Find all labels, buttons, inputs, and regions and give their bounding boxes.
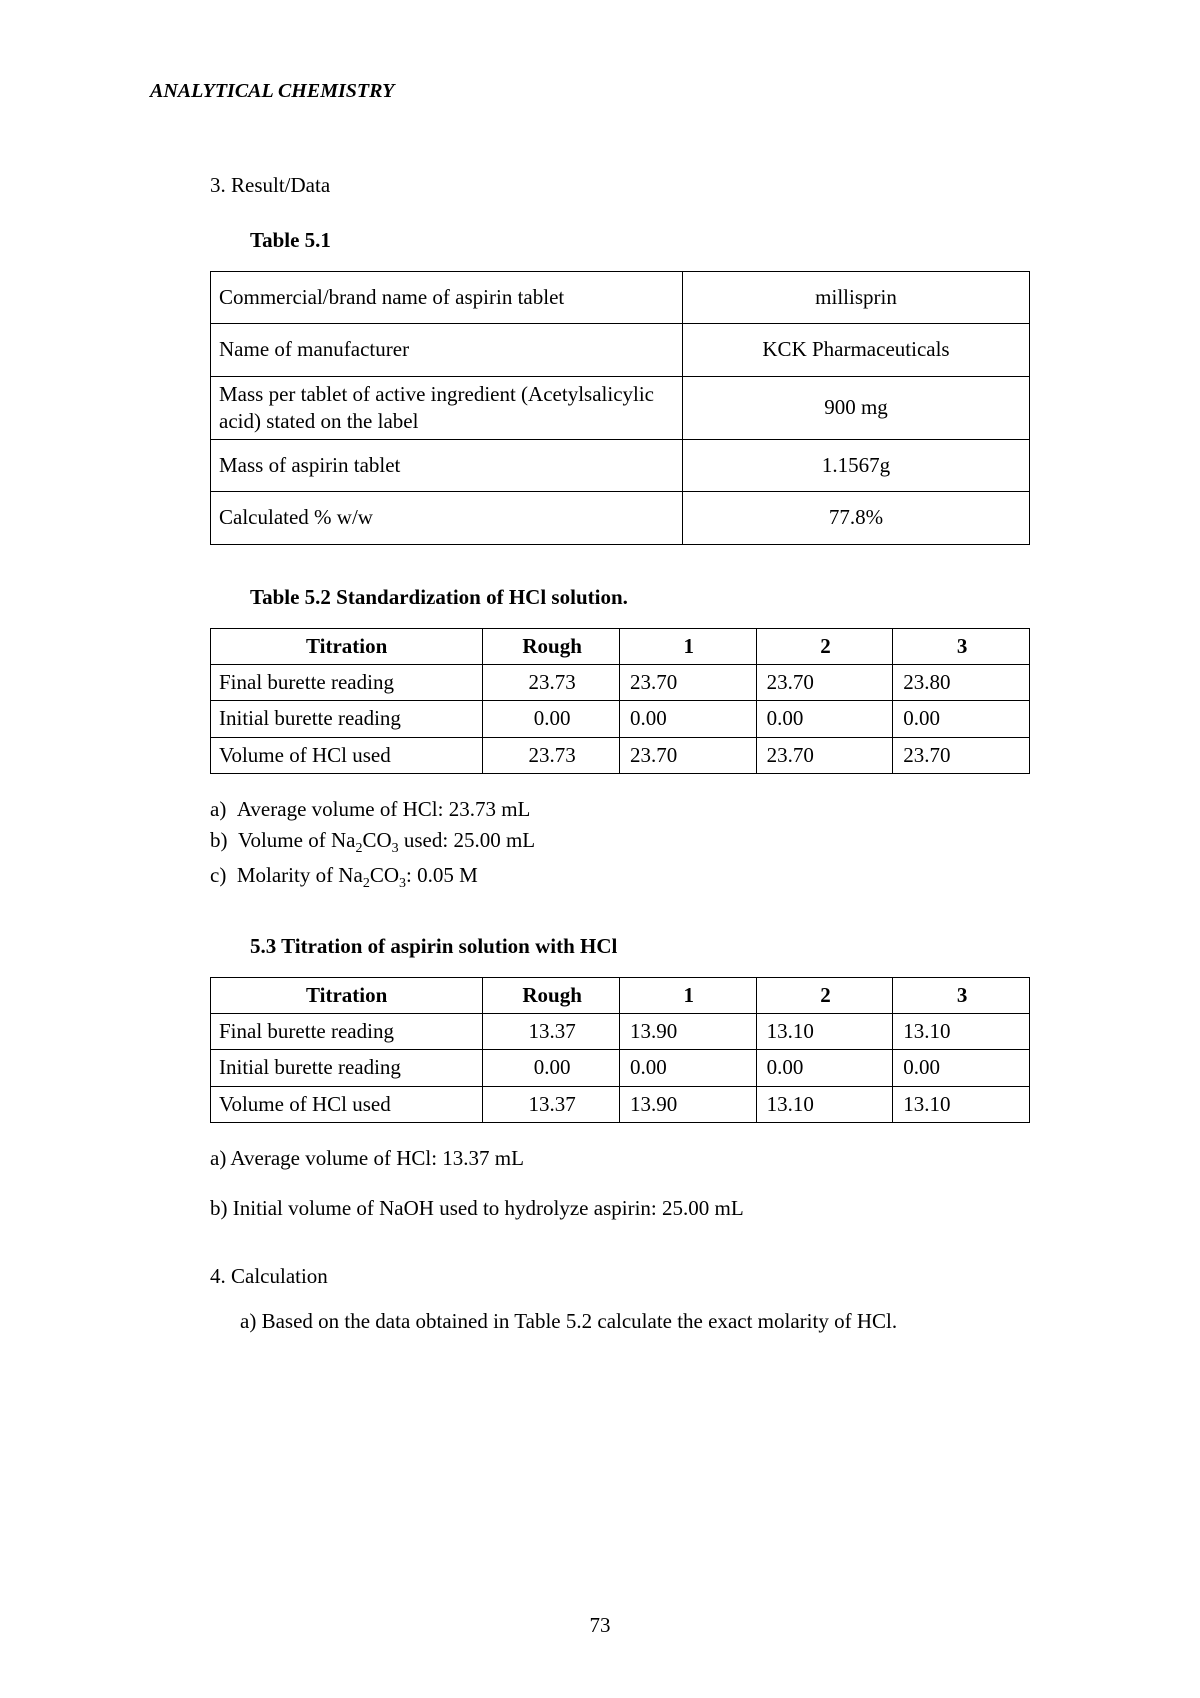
cell-value: 23.70 <box>893 737 1030 773</box>
note-a: a) Average volume of HCl: 23.73 mL <box>210 794 1050 826</box>
cell-value: 23.73 <box>483 665 620 701</box>
page-header: ANALYTICAL CHEMISTRY <box>150 80 1050 103</box>
cell-label: Mass of aspirin tablet <box>211 440 683 492</box>
table-header-row: Titration Rough 1 2 3 <box>211 628 1030 664</box>
cell-value: 0.00 <box>893 701 1030 737</box>
table-5-1-title: Table 5.1 <box>250 228 1050 253</box>
cell-value: 900 mg <box>683 376 1030 440</box>
note-text: used: 25.00 mL <box>399 828 536 852</box>
table-row: Volume of HCl used 13.37 13.90 13.10 13.… <box>211 1086 1030 1122</box>
cell-value: 0.00 <box>483 701 620 737</box>
note-text: Volume of Na <box>238 828 355 852</box>
col-header: 2 <box>756 628 893 664</box>
cell-value: 13.37 <box>483 1086 620 1122</box>
table-row: Calculated % w/w 77.8% <box>211 492 1030 544</box>
cell-value: 0.00 <box>756 701 893 737</box>
table-row: Final burette reading 23.73 23.70 23.70 … <box>211 665 1030 701</box>
col-header: Rough <box>483 977 620 1013</box>
col-header: 1 <box>619 977 756 1013</box>
page-number: 73 <box>0 1613 1200 1638</box>
cell-value: 23.73 <box>483 737 620 773</box>
section-4-title: 4. Calculation <box>210 1264 1050 1289</box>
table-row: Mass per tablet of active ingredient (Ac… <box>211 376 1030 440</box>
table-row: Initial burette reading 0.00 0.00 0.00 0… <box>211 1050 1030 1086</box>
cell-value: 0.00 <box>619 1050 756 1086</box>
cell-value: 13.90 <box>619 1014 756 1050</box>
cell-label: Volume of HCl used <box>211 1086 483 1122</box>
note-b: b) Volume of Na2CO3 used: 25.00 mL <box>210 825 1050 859</box>
col-header: Titration <box>211 628 483 664</box>
cell-value: 13.90 <box>619 1086 756 1122</box>
table-row: Initial burette reading 0.00 0.00 0.00 0… <box>211 701 1030 737</box>
cell-label: Volume of HCl used <box>211 737 483 773</box>
cell-value: 0.00 <box>893 1050 1030 1086</box>
table-5-2-notes: a) Average volume of HCl: 23.73 mL b) Vo… <box>210 794 1050 894</box>
cell-value: 23.70 <box>619 737 756 773</box>
cell-value: 23.80 <box>893 665 1030 701</box>
table-row: Name of manufacturer KCK Pharmaceuticals <box>211 324 1030 376</box>
cell-label: Initial burette reading <box>211 701 483 737</box>
col-header: Titration <box>211 977 483 1013</box>
cell-value: 13.10 <box>756 1086 893 1122</box>
section-3-title: 3. Result/Data <box>210 173 1050 198</box>
table-5-2: Titration Rough 1 2 3 Final burette read… <box>210 628 1030 774</box>
table-row: Mass of aspirin tablet 1.1567g <box>211 440 1030 492</box>
note-text: Molarity of Na <box>237 863 363 887</box>
cell-value: KCK Pharmaceuticals <box>683 324 1030 376</box>
cell-label: Name of manufacturer <box>211 324 683 376</box>
cell-value: 13.10 <box>893 1014 1030 1050</box>
cell-label: Mass per tablet of active ingredient (Ac… <box>211 376 683 440</box>
cell-value: 13.10 <box>756 1014 893 1050</box>
cell-value: 77.8% <box>683 492 1030 544</box>
cell-value: 0.00 <box>756 1050 893 1086</box>
note-text: : 0.05 M <box>406 863 478 887</box>
col-header: 3 <box>893 628 1030 664</box>
cell-value: 1.1567g <box>683 440 1030 492</box>
cell-value: 23.70 <box>756 737 893 773</box>
cell-label: Final burette reading <box>211 1014 483 1050</box>
cell-value: 0.00 <box>619 701 756 737</box>
cell-value: 13.10 <box>893 1086 1030 1122</box>
table-5-3-notes: a) Average volume of HCl: 13.37 mL b) In… <box>210 1143 1050 1224</box>
cell-value: 0.00 <box>483 1050 620 1086</box>
cell-value: 13.37 <box>483 1014 620 1050</box>
cell-label: Commercial/brand name of aspirin tablet <box>211 272 683 324</box>
note-a: a) Average volume of HCl: 13.37 mL <box>210 1143 1050 1175</box>
note-text: CO <box>370 863 399 887</box>
cell-label: Calculated % w/w <box>211 492 683 544</box>
table-row: Volume of HCl used 23.73 23.70 23.70 23.… <box>211 737 1030 773</box>
table-row: Final burette reading 13.37 13.90 13.10 … <box>211 1014 1030 1050</box>
note-text: Average volume of HCl: 23.73 mL <box>237 797 531 821</box>
col-header: 2 <box>756 977 893 1013</box>
section-4: 4. Calculation a) Based on the data obta… <box>210 1264 1050 1334</box>
cell-value: millisprin <box>683 272 1030 324</box>
note-b: b) Initial volume of NaOH used to hydrol… <box>210 1193 1050 1225</box>
question-4a: a) Based on the data obtained in Table 5… <box>240 1309 1050 1334</box>
note-c: c) Molarity of Na2CO3: 0.05 M <box>210 860 1050 894</box>
cell-value: 23.70 <box>756 665 893 701</box>
table-5-3-title: 5.3 Titration of aspirin solution with H… <box>250 934 1050 959</box>
col-header: Rough <box>483 628 620 664</box>
table-header-row: Titration Rough 1 2 3 <box>211 977 1030 1013</box>
table-5-3: Titration Rough 1 2 3 Final burette read… <box>210 977 1030 1123</box>
cell-value: 23.70 <box>619 665 756 701</box>
cell-label: Final burette reading <box>211 665 483 701</box>
col-header: 1 <box>619 628 756 664</box>
cell-label: Initial burette reading <box>211 1050 483 1086</box>
table-5-1: Commercial/brand name of aspirin tablet … <box>210 271 1030 545</box>
col-header: 3 <box>893 977 1030 1013</box>
note-text: CO <box>362 828 391 852</box>
table-5-2-title: Table 5.2 Standardization of HCl solutio… <box>250 585 1050 610</box>
table-row: Commercial/brand name of aspirin tablet … <box>211 272 1030 324</box>
